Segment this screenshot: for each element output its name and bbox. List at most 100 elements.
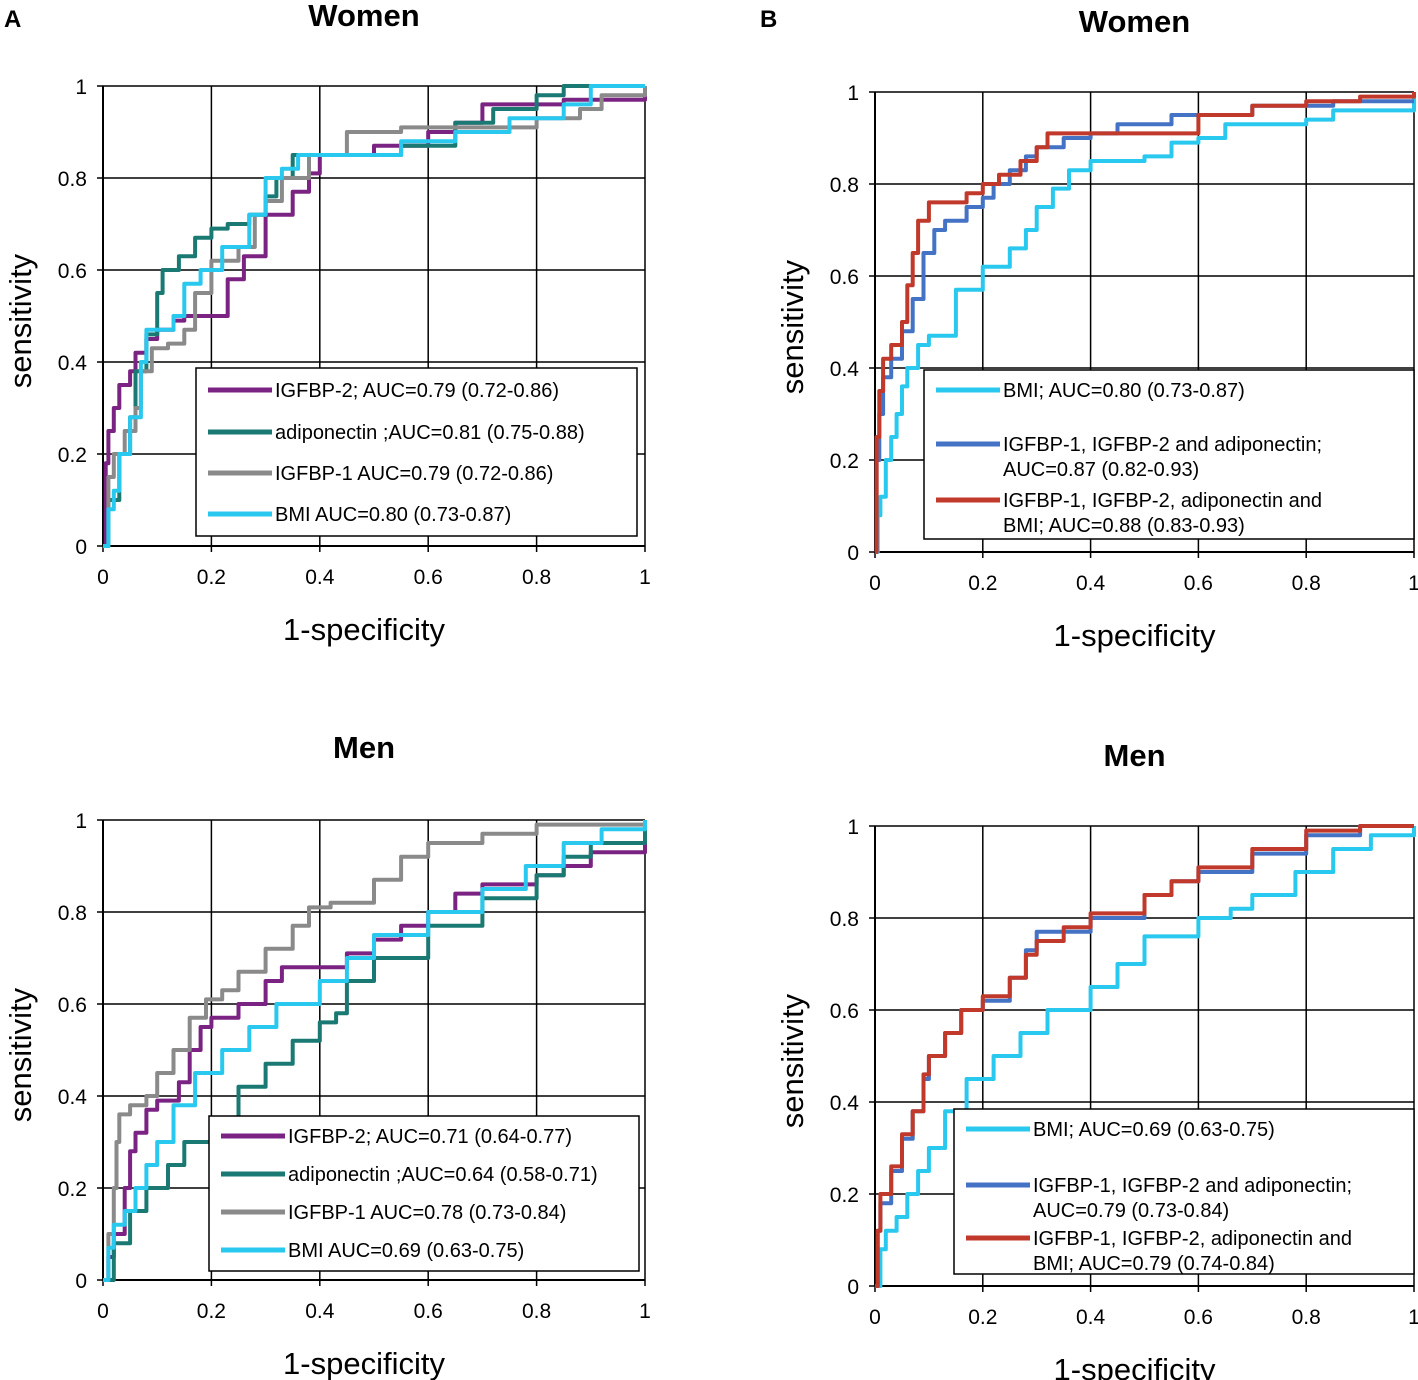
x-tick-label: 0.6 [414,1300,443,1323]
roc-line-bmi [103,84,645,548]
roc-line-igfbp-1-igfbp-2-and-adiponectin [874,99,1414,554]
legend-label: AUC=0.87 (0.82-0.93) [1003,459,1199,481]
x-tick-label: 0.4 [305,566,335,589]
x-tick-label: 0 [869,1306,881,1329]
roc-line-igfbp-1 [103,820,647,1282]
legend-box [208,1115,640,1272]
y-tick-label: 0.2 [58,444,87,467]
chart-panels: Women 0 0.2 0.4 0.6 0.8 1 0 0.2 0.4 0.6 0.8 1 1-speci… [3,0,1418,1380]
legend-label: IGFBP-1, IGFBP-2 and adiponectin; [1003,434,1322,456]
y-tick-label: 0.8 [58,168,87,191]
legend-label: IGFBP-1, IGFBP-2 and adiponectin; [1033,1175,1352,1197]
x-tick-label: 0.8 [1292,1306,1321,1329]
x-tick-label: 1 [639,1300,651,1323]
y-tick-label: 0.2 [830,1184,859,1207]
legend: IGFBP-2; AUC=0.79 (0.72-0.86) adiponectin… [195,367,638,537]
legend-label: adiponectin ;AUC=0.81 (0.75-0.88) [275,422,585,444]
roc-line-bmi [875,96,1416,554]
legend-label: IGFBP-2; AUC=0.71 (0.64-0.77) [288,1126,572,1148]
x-tick-label: 1 [639,566,651,589]
x-tick-label: 0.6 [414,566,443,589]
y-tick-label: 0.6 [58,994,87,1017]
legend: BMI; AUC=0.80 (0.73-0.87) IGFBP-1, IGFBP-… [923,369,1415,540]
chart-title: Women [308,0,419,33]
x-axis-label: 1-specificity [283,1346,445,1380]
x-tick-label: 0.2 [197,566,226,589]
legend-box [923,369,1415,540]
roc-line-igfbp-1 [103,86,647,548]
legend-label: IGFBP-1, IGFBP-2, adiponectin and [1033,1228,1352,1250]
y-tick-label: 0.8 [830,908,859,931]
y-tick-label: 0.4 [58,352,88,375]
x-tick-label: 0.2 [968,1306,997,1329]
legend: IGFBP-2; AUC=0.71 (0.64-0.77) adiponectin… [208,1115,640,1272]
legend-label: BMI AUC=0.69 (0.63-0.75) [288,1240,524,1262]
roc-line-igfbp-1-igfbp-2-adiponectin-and-bmi [875,824,1414,1288]
legend-box [953,1108,1415,1275]
legend-label: IGFBP-1, IGFBP-2, adiponectin and [1003,490,1322,512]
roc-line-igfbp-2 [103,829,647,1282]
legend-box [195,367,638,537]
legend-label: BMI; AUC=0.79 (0.74-0.84) [1033,1253,1275,1275]
y-axis-label: sensitivity [775,259,810,394]
x-tick-label: 0 [97,1300,109,1323]
y-tick-label: 0 [75,1270,87,1293]
x-tick-label: 1 [1408,1306,1418,1329]
x-tick-label: 0.6 [1184,1306,1213,1329]
legend-label: AUC=0.79 (0.73-0.84) [1033,1200,1229,1222]
chart-title: Men [333,730,395,765]
panel-label-b: B [760,6,777,33]
panel-label-a: A [4,6,21,33]
y-tick-label: 0.4 [58,1086,88,1109]
roc-line-igfbp-1-igfbp-2-adiponectin-and-bmi [874,92,1416,554]
x-tick-label: 0.6 [1184,572,1213,595]
y-axis-label: sensitivity [775,993,810,1128]
y-tick-label: 0.4 [830,1092,860,1115]
x-tick-label: 0 [869,572,881,595]
y-tick-label: 1 [75,76,87,99]
x-tick-label: 0.8 [522,566,551,589]
legend-label: IGFBP-2; AUC=0.79 (0.72-0.86) [275,380,559,402]
chart-b-men: Men 0 0.2 0.4 0.6 0.8 1 0 0.2 0.4 0.6 0.8 1 1-specifi… [775,738,1418,1380]
x-tick-label: 1 [1408,572,1418,595]
x-tick-label: 0.4 [1076,1306,1106,1329]
chart-a-men: Men 0 0.2 0.4 0.6 0.8 1 0 0.2 0.4 0.6 0.8 1 1-specifi… [3,730,651,1380]
x-tick-label: 0.2 [968,572,997,595]
legend-label: IGFBP-1 AUC=0.78 (0.73-0.84) [288,1202,566,1224]
roc-line-bmi [103,820,647,1282]
y-tick-label: 0.4 [830,358,860,381]
x-tick-label: 0.8 [1292,572,1321,595]
y-tick-label: 0 [847,542,859,565]
y-tick-label: 0.8 [58,902,87,925]
y-tick-label: 0.2 [58,1178,87,1201]
y-tick-label: 0.2 [830,450,859,473]
chart-title: Men [1104,738,1166,773]
chart-title: Women [1079,4,1190,39]
y-tick-label: 0.6 [830,266,859,289]
x-tick-label: 0 [97,566,109,589]
y-tick-label: 0 [847,1276,859,1299]
legend-label: BMI; AUC=0.88 (0.83-0.93) [1003,515,1245,537]
chart-b-women: Women 0 0.2 0.4 0.6 0.8 1 0 0.2 0.4 0.6 0.8 1 1-speci… [775,4,1418,653]
x-tick-label: 0.4 [1076,572,1106,595]
x-tick-label: 0.4 [305,1300,335,1323]
y-tick-label: 0.6 [830,1000,859,1023]
y-tick-label: 0 [75,536,87,559]
x-tick-label: 0.2 [197,1300,226,1323]
y-tick-label: 1 [75,810,87,833]
roc-line-bmi [875,826,1416,1288]
y-tick-label: 0.6 [58,260,87,283]
legend-label: BMI AUC=0.80 (0.73-0.87) [275,504,511,526]
y-tick-label: 0.8 [830,174,859,197]
legend-label: adiponectin ;AUC=0.64 (0.58-0.71) [288,1164,598,1186]
legend-label: BMI; AUC=0.69 (0.63-0.75) [1033,1119,1275,1141]
chart-a-women: Women 0 0.2 0.4 0.6 0.8 1 0 0.2 0.4 0.6 0.8 1 1-speci… [3,0,651,647]
x-axis-label: 1-specificity [1054,1352,1216,1380]
roc-line-igfbp-2 [103,95,647,548]
legend: BMI; AUC=0.69 (0.63-0.75) IGFBP-1, IGFBP-… [953,1108,1415,1275]
x-tick-label: 0.8 [522,1300,551,1323]
x-axis-label: 1-specificity [283,612,445,647]
y-tick-label: 1 [847,816,859,839]
legend-label: IGFBP-1 AUC=0.79 (0.72-0.86) [275,463,553,485]
roc-line-adiponectin [103,820,647,1282]
